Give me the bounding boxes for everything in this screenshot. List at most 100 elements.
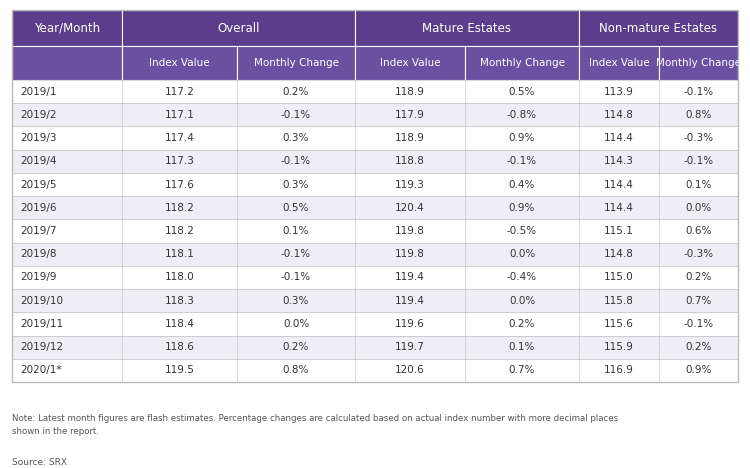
Text: 0.0%: 0.0% bbox=[509, 249, 536, 259]
Text: 0.9%: 0.9% bbox=[509, 203, 536, 213]
Text: 0.2%: 0.2% bbox=[283, 342, 309, 352]
Text: 115.0: 115.0 bbox=[604, 272, 634, 283]
Text: 118.9: 118.9 bbox=[395, 133, 425, 143]
Text: 2019/3: 2019/3 bbox=[20, 133, 56, 143]
Text: 2019/1: 2019/1 bbox=[20, 87, 56, 96]
Text: 118.6: 118.6 bbox=[164, 342, 194, 352]
Bar bbox=[355, 10, 579, 46]
Bar bbox=[12, 266, 738, 289]
Text: -0.1%: -0.1% bbox=[683, 87, 713, 96]
Text: Monthly Change: Monthly Change bbox=[656, 58, 741, 68]
Bar bbox=[12, 126, 738, 150]
Text: -0.1%: -0.1% bbox=[281, 272, 311, 283]
Text: -0.1%: -0.1% bbox=[281, 110, 311, 120]
Text: 119.8: 119.8 bbox=[395, 249, 425, 259]
Bar bbox=[12, 10, 738, 382]
Text: 118.8: 118.8 bbox=[395, 156, 425, 166]
Bar bbox=[237, 46, 355, 80]
Text: -0.1%: -0.1% bbox=[281, 156, 311, 166]
Text: 0.8%: 0.8% bbox=[686, 110, 712, 120]
Text: Year/Month: Year/Month bbox=[34, 22, 100, 35]
Text: 0.2%: 0.2% bbox=[509, 319, 536, 329]
Text: -0.5%: -0.5% bbox=[507, 226, 537, 236]
Text: Index Value: Index Value bbox=[380, 58, 440, 68]
Text: 0.2%: 0.2% bbox=[686, 342, 712, 352]
Text: 117.6: 117.6 bbox=[164, 180, 194, 190]
Text: 118.4: 118.4 bbox=[164, 319, 194, 329]
Bar bbox=[12, 103, 738, 126]
Text: 117.1: 117.1 bbox=[164, 110, 194, 120]
Bar bbox=[12, 196, 738, 219]
Text: 0.5%: 0.5% bbox=[509, 87, 536, 96]
Bar bbox=[12, 80, 738, 103]
Bar bbox=[12, 46, 122, 80]
Bar bbox=[465, 46, 579, 80]
Text: 2019/4: 2019/4 bbox=[20, 156, 56, 166]
Text: 119.3: 119.3 bbox=[395, 180, 425, 190]
Text: 119.7: 119.7 bbox=[395, 342, 425, 352]
Bar bbox=[12, 312, 738, 336]
Text: 115.6: 115.6 bbox=[604, 319, 634, 329]
Text: 2019/9: 2019/9 bbox=[20, 272, 56, 283]
Text: 0.5%: 0.5% bbox=[283, 203, 309, 213]
Text: 0.3%: 0.3% bbox=[283, 133, 309, 143]
Text: 120.6: 120.6 bbox=[395, 366, 424, 375]
Text: 2020/1*: 2020/1* bbox=[20, 366, 62, 375]
Text: 119.5: 119.5 bbox=[164, 366, 194, 375]
Text: -0.1%: -0.1% bbox=[507, 156, 537, 166]
Text: 0.8%: 0.8% bbox=[283, 366, 309, 375]
Text: 116.9: 116.9 bbox=[604, 366, 634, 375]
Bar bbox=[12, 150, 738, 173]
Text: 117.4: 117.4 bbox=[164, 133, 194, 143]
Bar bbox=[579, 46, 659, 80]
Bar bbox=[355, 46, 465, 80]
Text: 114.4: 114.4 bbox=[604, 203, 634, 213]
Bar bbox=[12, 219, 738, 242]
Text: Index Value: Index Value bbox=[589, 58, 650, 68]
Text: 115.8: 115.8 bbox=[604, 296, 634, 306]
Text: 0.9%: 0.9% bbox=[509, 133, 536, 143]
Text: 118.3: 118.3 bbox=[164, 296, 194, 306]
Text: Mature Estates: Mature Estates bbox=[422, 22, 512, 35]
Bar bbox=[122, 10, 355, 46]
Text: -0.4%: -0.4% bbox=[507, 272, 537, 283]
Text: 0.9%: 0.9% bbox=[686, 366, 712, 375]
Text: -0.1%: -0.1% bbox=[683, 156, 713, 166]
Text: 0.7%: 0.7% bbox=[509, 366, 536, 375]
Text: 2019/12: 2019/12 bbox=[20, 342, 63, 352]
Bar bbox=[12, 242, 738, 266]
Bar bbox=[12, 10, 122, 46]
Text: 0.2%: 0.2% bbox=[283, 87, 309, 96]
Text: 120.4: 120.4 bbox=[395, 203, 424, 213]
Text: 119.6: 119.6 bbox=[395, 319, 425, 329]
Text: 0.1%: 0.1% bbox=[509, 342, 536, 352]
Text: 118.2: 118.2 bbox=[164, 203, 194, 213]
Text: -0.1%: -0.1% bbox=[683, 319, 713, 329]
Text: 0.0%: 0.0% bbox=[686, 203, 712, 213]
Bar bbox=[12, 359, 738, 382]
Bar bbox=[122, 46, 237, 80]
Text: Monthly Change: Monthly Change bbox=[254, 58, 338, 68]
Text: 0.4%: 0.4% bbox=[509, 180, 536, 190]
Text: 0.1%: 0.1% bbox=[686, 180, 712, 190]
Text: 0.0%: 0.0% bbox=[509, 296, 536, 306]
Text: Non-mature Estates: Non-mature Estates bbox=[599, 22, 718, 35]
Text: 2019/5: 2019/5 bbox=[20, 180, 56, 190]
Text: 2019/10: 2019/10 bbox=[20, 296, 63, 306]
Text: 2019/2: 2019/2 bbox=[20, 110, 56, 120]
Text: 117.9: 117.9 bbox=[395, 110, 425, 120]
Text: 118.9: 118.9 bbox=[395, 87, 425, 96]
Text: Source: SRX: Source: SRX bbox=[12, 458, 67, 467]
Text: 119.4: 119.4 bbox=[395, 296, 425, 306]
Bar bbox=[12, 173, 738, 196]
Text: 114.3: 114.3 bbox=[604, 156, 634, 166]
Text: 117.3: 117.3 bbox=[164, 156, 194, 166]
Text: 115.1: 115.1 bbox=[604, 226, 634, 236]
Text: 2019/7: 2019/7 bbox=[20, 226, 56, 236]
Text: 118.2: 118.2 bbox=[164, 226, 194, 236]
Bar bbox=[12, 336, 738, 359]
Text: 0.3%: 0.3% bbox=[283, 180, 309, 190]
Text: 114.8: 114.8 bbox=[604, 110, 634, 120]
Text: 0.1%: 0.1% bbox=[283, 226, 309, 236]
Text: 0.3%: 0.3% bbox=[283, 296, 309, 306]
